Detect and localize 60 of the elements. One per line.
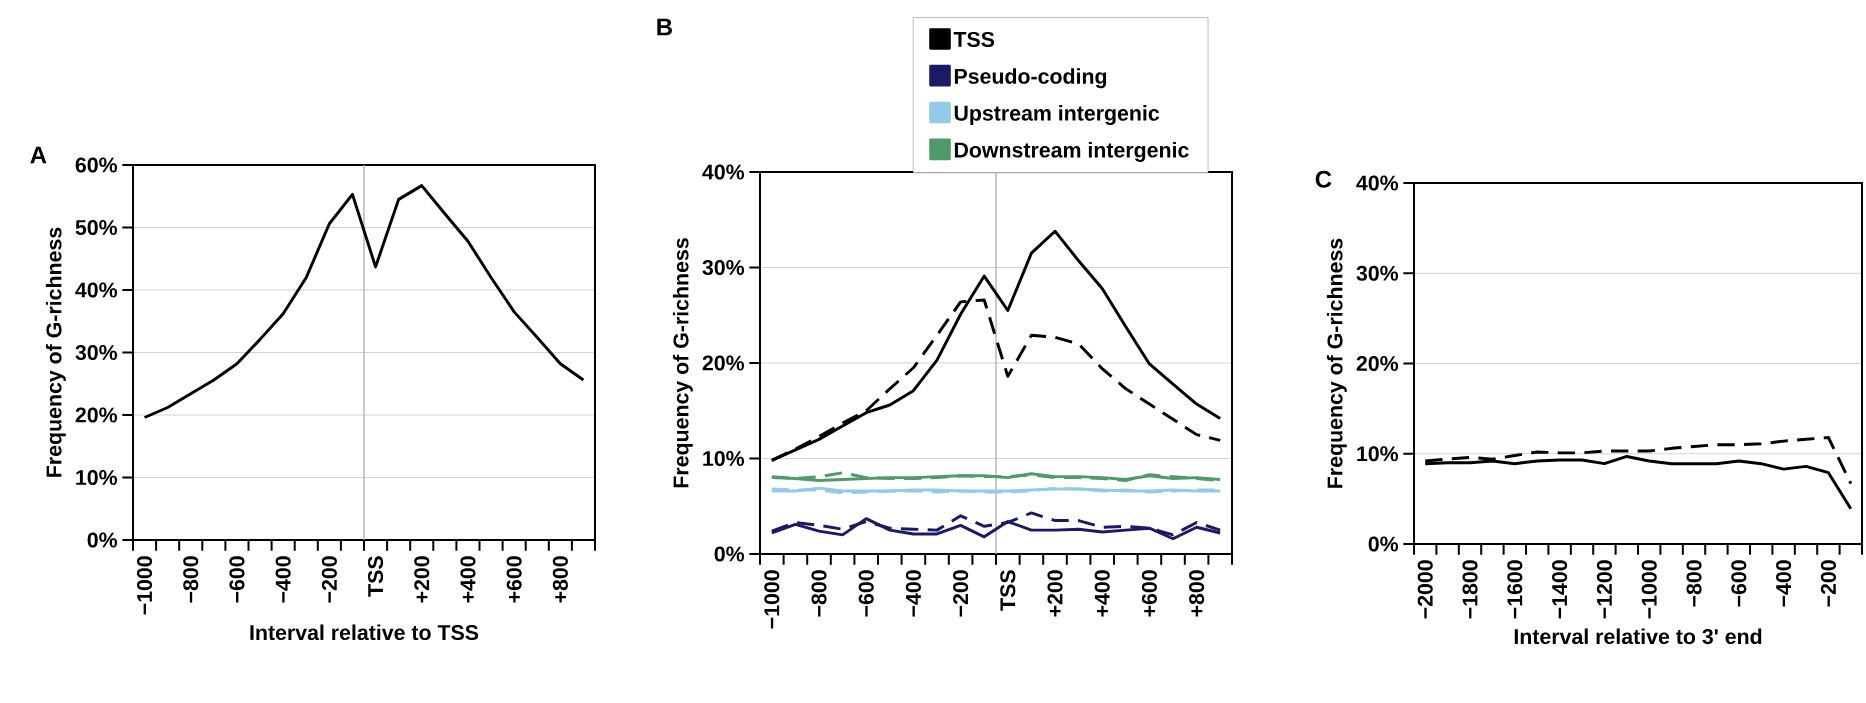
legend-label: Upstream intergenic [954, 105, 1160, 126]
y-tick-label: 30% [75, 344, 118, 361]
x-tick-label: −400 [275, 556, 291, 603]
y-tick-label: 20% [1356, 355, 1399, 372]
y-tick-label: 20% [75, 407, 118, 423]
x-tick-label: −600 [229, 556, 245, 603]
x-tick-label: +800 [1189, 570, 1205, 617]
y-tick-label: 20% [702, 355, 745, 371]
x-tick-label: −400 [1776, 560, 1792, 607]
y-tick-label: 40% [1356, 175, 1399, 191]
y-tick-label: 0% [87, 532, 118, 548]
y-tick-label: 60% [75, 157, 118, 173]
x-tick-label: TSS [1000, 570, 1016, 611]
x-tick-label: +400 [460, 556, 476, 603]
x-tick-label: −800 [183, 556, 199, 603]
y-tick-label: 0% [1368, 536, 1399, 552]
y-tick-label: 0% [714, 546, 745, 562]
line-series [143, 184, 585, 419]
chart-title: B [657, 18, 672, 36]
x-tick-label: −800 [811, 570, 827, 617]
y-tick-label: 10% [703, 450, 745, 467]
x-tick-label: −1000 [1641, 560, 1657, 619]
x-axis-title: Interval relative to TSS [250, 624, 479, 641]
y-tick-label: 10% [1357, 446, 1399, 462]
x-tick-label: −400 [905, 570, 921, 617]
y-tick-label: 30% [1356, 265, 1399, 281]
legend-label: Downstream intergenic [954, 141, 1189, 162]
x-tick-label: +200 [414, 556, 430, 603]
chart-title: A [30, 146, 47, 164]
x-tick-label: +600 [506, 556, 522, 603]
x-axis-title: Interval relative to 3' end [1514, 628, 1762, 645]
x-tick-label: −1600 [1507, 560, 1523, 619]
x-tick-label: +800 [552, 556, 568, 603]
x-tick-label: −1200 [1596, 560, 1612, 619]
y-axis-title: Frequency of G-richness [45, 227, 66, 477]
y-tick-label: 30% [702, 259, 745, 276]
chart-title: C [1315, 170, 1332, 188]
x-tick-label: +200 [1047, 570, 1063, 617]
x-tick-label: −600 [858, 570, 874, 617]
y-tick-label: 40% [702, 164, 745, 180]
x-tick-label: −1000 [137, 556, 153, 615]
x-tick-label: +600 [1141, 570, 1157, 617]
y-tick-label: 50% [75, 219, 118, 236]
x-tick-label: −1400 [1552, 560, 1568, 619]
x-tick-label: −800 [1686, 560, 1702, 607]
y-axis-title: Frequency of G-richness [672, 238, 693, 488]
legend-label: TSS [953, 31, 995, 48]
x-tick-label: −1000 [764, 570, 780, 629]
x-tick-label: −600 [1731, 560, 1747, 607]
x-tick-label: +400 [1094, 570, 1110, 617]
x-tick-label: TSS [368, 556, 384, 597]
y-tick-label: 10% [76, 469, 118, 486]
x-tick-label: −200 [953, 570, 969, 617]
y-axis-title: Frequency of G-richness [1326, 238, 1347, 488]
y-tick-label: 40% [75, 282, 118, 298]
x-tick-label: −200 [321, 556, 337, 603]
legend-label: Pseudo-coding [954, 68, 1107, 89]
x-tick-label: −200 [1820, 560, 1836, 607]
x-tick-label: −2000 [1417, 560, 1433, 619]
x-tick-label: −1800 [1462, 560, 1478, 619]
